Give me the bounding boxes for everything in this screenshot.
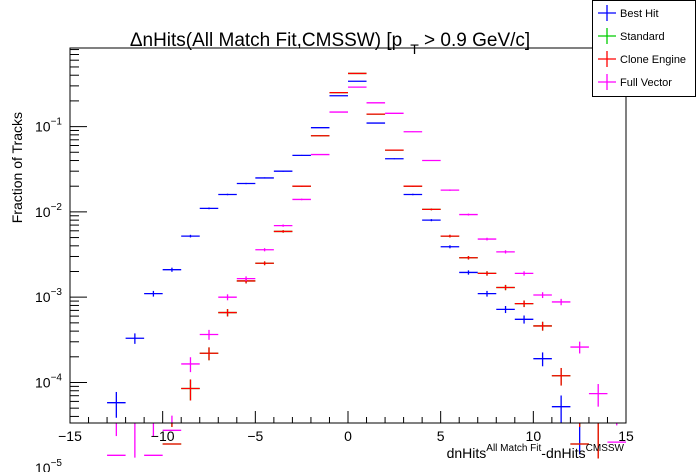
chart-title: ΔnHits(All Match Fit,CMSSW) [p T > 0.9 Ge… <box>130 30 530 57</box>
legend: Best Hit Standard Clone Engine Full Vector <box>592 0 696 97</box>
y-axis-label: Fraction of Tracks <box>9 112 25 223</box>
axis-ticks <box>69 49 627 423</box>
y-tick-label: 10−3 <box>35 287 62 305</box>
data-marks <box>107 72 626 459</box>
series-full-vector <box>107 86 626 458</box>
legend-label: Full Vector <box>620 77 672 89</box>
x-tick-label: 15 <box>618 428 634 444</box>
legend-label: Best Hit <box>620 8 659 20</box>
y-tick-label: 10−5 <box>35 458 62 472</box>
x-tick-label: −15 <box>58 428 82 444</box>
series-best-hit <box>107 80 581 455</box>
x-tick-label: −5 <box>247 428 263 444</box>
series-standard <box>162 72 599 459</box>
legend-label: Clone Engine <box>620 54 686 66</box>
y-tick-label: 10−2 <box>35 202 62 220</box>
x-tick-label: −10 <box>151 428 175 444</box>
x-axis-label: dnHitsAll Match Fit-dnHitsCMSSW <box>447 443 625 461</box>
plot-frame <box>69 47 627 424</box>
x-tick-labels: −15 −10 −5 0 5 10 15 <box>58 428 634 444</box>
legend-label: Standard <box>620 31 665 43</box>
series-clone-engine <box>162 72 599 459</box>
y-tick-labels: 10−1 10−2 10−3 10−4 10−5 <box>35 117 62 472</box>
x-tick-label: 5 <box>437 428 445 444</box>
x-tick-label: 0 <box>344 428 352 444</box>
legend-box <box>592 0 696 97</box>
x-tick-label: 10 <box>526 428 542 444</box>
y-tick-label: 10−1 <box>35 117 62 135</box>
y-tick-label: 10−4 <box>35 372 62 390</box>
